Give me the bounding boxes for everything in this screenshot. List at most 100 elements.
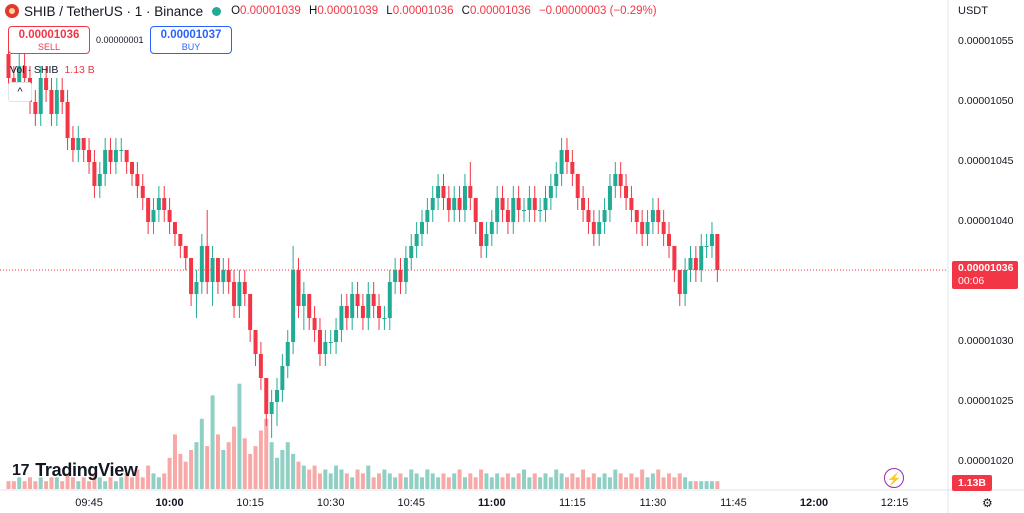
volume-bar — [97, 477, 102, 489]
candle — [656, 198, 661, 234]
volume-bar — [33, 481, 38, 489]
candle — [60, 78, 65, 114]
chart-header: SHIB / TetherUS · 1 · Binance O 0.0000103… — [0, 0, 662, 22]
candle — [156, 186, 161, 222]
candle — [629, 186, 634, 222]
volume-bar — [350, 477, 355, 489]
volume-bar — [221, 450, 226, 489]
candle — [634, 210, 639, 234]
tradingview-logo[interactable]: 17 TradingView — [12, 460, 138, 481]
volume-bar — [538, 477, 543, 489]
candle — [296, 258, 301, 318]
volume-bar — [430, 473, 435, 489]
volume-bar — [511, 477, 516, 489]
collapse-legend-button[interactable]: ^ — [8, 82, 32, 102]
volume-bar — [242, 438, 247, 489]
volume-bar — [65, 473, 70, 489]
candle — [468, 162, 473, 210]
volume-bar — [441, 473, 446, 489]
x-tick-label: 09:45 — [75, 497, 103, 509]
last-price-tag: 0.00001036 00:06 — [952, 261, 1018, 289]
volume-bar — [312, 465, 317, 489]
candle — [248, 294, 253, 342]
volume-bar — [87, 481, 92, 489]
gear-icon[interactable]: ⚙ — [982, 496, 993, 510]
lightning-icon[interactable]: ⚡ — [884, 468, 904, 488]
candle — [366, 282, 371, 330]
x-tick-label: 11:15 — [558, 497, 586, 509]
candle — [87, 138, 92, 174]
volume-bar — [264, 418, 269, 489]
candle — [344, 294, 349, 330]
candle — [489, 210, 494, 246]
candle — [672, 246, 677, 282]
spread-value: 0.00000001 — [96, 35, 144, 45]
candles — [6, 42, 720, 438]
volume-bar — [151, 473, 156, 489]
candle — [108, 138, 113, 174]
volume-bar — [387, 473, 392, 489]
candle — [581, 186, 586, 222]
candle — [532, 186, 537, 222]
volume-bar — [11, 481, 16, 489]
volume-bar — [473, 477, 478, 489]
volume-bar — [591, 473, 596, 489]
volume-bar — [393, 477, 398, 489]
volume-bar — [479, 469, 484, 489]
volume-bar — [275, 457, 279, 489]
candle — [484, 222, 489, 258]
candle — [65, 90, 70, 150]
volume-bar — [317, 473, 322, 489]
volume-bar — [527, 477, 532, 489]
volume-bar — [108, 477, 113, 489]
currency-label[interactable]: USDT — [958, 5, 988, 17]
volume-bar — [709, 481, 714, 489]
candle — [473, 198, 478, 234]
tradingview-logo-icon: 17 — [12, 461, 30, 479]
candle — [548, 174, 553, 210]
candle — [462, 174, 467, 222]
volume-bar — [382, 469, 387, 489]
low-value: 0.00001036 — [392, 5, 454, 17]
candle — [452, 186, 457, 222]
volume-bar — [113, 481, 118, 489]
volume-bar — [6, 481, 11, 489]
open-label: O — [231, 5, 241, 17]
volume-bar — [618, 473, 623, 489]
candle — [479, 222, 484, 258]
candle — [258, 342, 263, 390]
volume-bar — [554, 469, 559, 489]
candle — [419, 210, 424, 246]
candle — [237, 270, 242, 318]
candle — [189, 258, 194, 306]
volume-bar — [522, 469, 527, 489]
volume-bar — [468, 473, 473, 489]
candle — [650, 198, 655, 234]
candle — [49, 78, 54, 126]
symbol-title[interactable]: SHIB / TetherUS · 1 · Binance — [24, 3, 204, 19]
candle — [602, 198, 607, 234]
volume-bar — [516, 473, 521, 489]
volume-bar — [172, 434, 177, 489]
volume-bar — [425, 469, 430, 489]
buy-button[interactable]: 0.00001037 BUY — [150, 26, 232, 54]
volume-bar — [17, 477, 22, 489]
volume-bar — [656, 469, 661, 489]
candle — [500, 186, 505, 222]
candle — [554, 162, 559, 198]
x-tick-label: 10:30 — [316, 497, 345, 509]
candle — [140, 174, 145, 210]
candle — [264, 378, 269, 426]
volume-bar — [683, 477, 688, 489]
sell-button[interactable]: 0.00001036 SELL — [8, 26, 90, 54]
volume-bar — [559, 473, 564, 489]
volume-bar — [232, 426, 237, 489]
candle — [253, 330, 258, 366]
candle — [436, 174, 441, 210]
candle — [543, 186, 548, 222]
volume-bar — [624, 477, 629, 489]
volume-bar — [253, 446, 258, 489]
candle — [446, 186, 451, 222]
volume-bar — [119, 477, 124, 489]
